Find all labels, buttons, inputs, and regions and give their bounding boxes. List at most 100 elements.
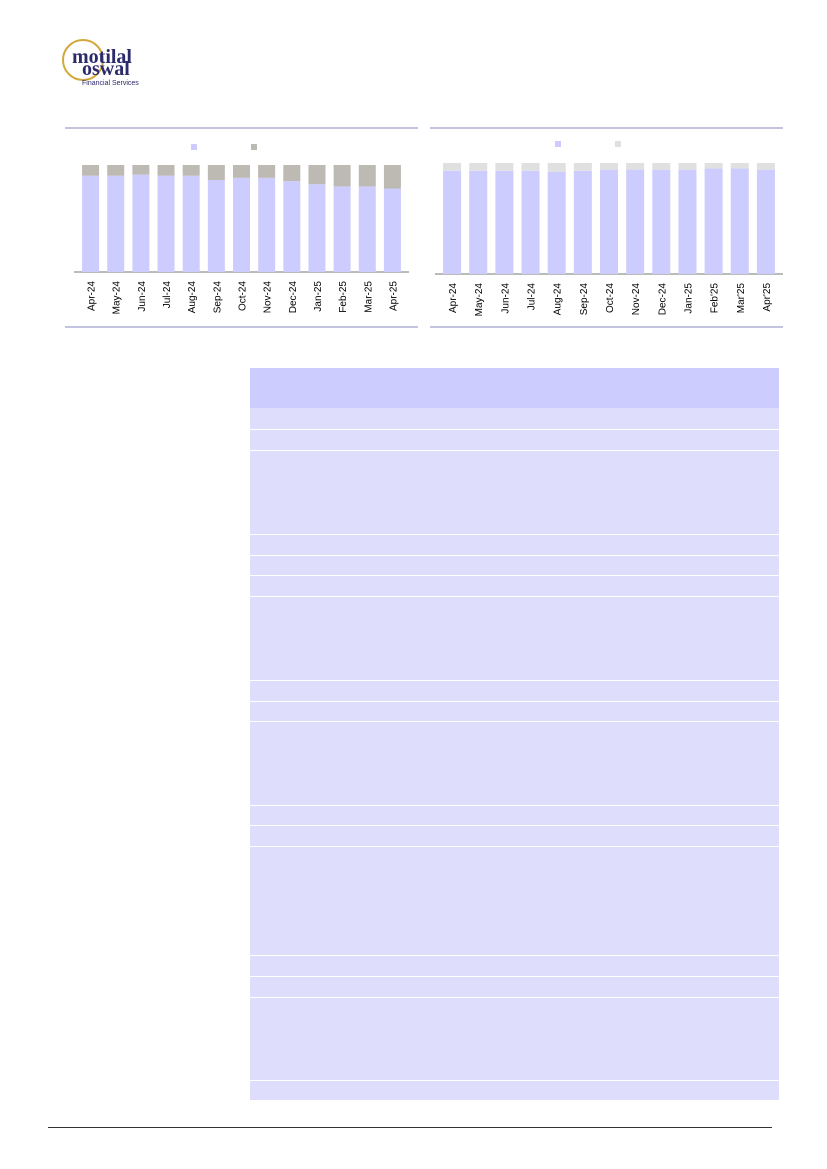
table-header xyxy=(250,368,779,408)
bar-segment xyxy=(573,170,592,274)
x-tick-label: Jul-24 xyxy=(162,281,173,309)
bar-segment xyxy=(600,169,618,274)
table-row xyxy=(250,702,779,722)
x-tick-label: Apr-24 xyxy=(448,283,459,313)
table-row xyxy=(250,408,779,430)
bar-segment xyxy=(469,163,488,171)
table-row xyxy=(250,576,779,597)
x-tick-label: Dec-24 xyxy=(657,283,668,316)
table-row xyxy=(250,977,779,998)
legend-swatch xyxy=(191,144,197,150)
bar-segment xyxy=(547,171,566,274)
bar-segment xyxy=(308,184,326,272)
x-tick-label: Jan-25 xyxy=(313,281,324,312)
bar-segment xyxy=(82,165,100,176)
bar-segment xyxy=(704,163,723,169)
x-tick-label: Sep-24 xyxy=(579,283,590,316)
bar-segment xyxy=(157,165,175,176)
bar-segment xyxy=(358,165,376,187)
x-tick-label: Nov-24 xyxy=(631,283,642,316)
bar-segment xyxy=(730,163,749,169)
bar-segment xyxy=(730,168,749,274)
bar-segment xyxy=(495,170,514,274)
legend-swatch xyxy=(251,144,257,150)
bar-segment xyxy=(678,169,697,274)
x-tick-label: Nov-24 xyxy=(263,281,274,314)
bar-segment xyxy=(283,181,301,272)
bar-segment xyxy=(443,170,462,274)
x-tick-label: May-24 xyxy=(112,281,123,315)
bar-segment xyxy=(182,165,200,176)
legend-swatch xyxy=(555,141,561,147)
bar-segment xyxy=(207,165,225,180)
bar-segment xyxy=(383,165,401,189)
bar-segment xyxy=(626,163,645,170)
bar-segment xyxy=(132,165,150,175)
footer-rule xyxy=(48,1127,772,1128)
bar-segment xyxy=(678,163,697,170)
bar-segment xyxy=(652,163,671,170)
bar-segment xyxy=(383,188,401,272)
bar-segment xyxy=(469,170,488,274)
logo-text: motilal xyxy=(72,46,132,68)
x-tick-label: Mar'25 xyxy=(736,283,747,314)
table-row xyxy=(250,722,779,806)
bar-segment xyxy=(704,168,723,274)
table-row xyxy=(250,826,779,847)
bar-segment xyxy=(756,163,775,170)
x-tick-label: Oct-24 xyxy=(238,281,249,311)
legend-swatch xyxy=(615,141,621,147)
table-row xyxy=(250,847,779,956)
bar-segment xyxy=(107,175,125,272)
bar-segment xyxy=(600,163,618,170)
x-tick-label: Apr'25 xyxy=(762,283,773,312)
bar-segment xyxy=(258,177,276,272)
table-row xyxy=(250,535,779,556)
x-tick-label: Oct-24 xyxy=(605,283,616,313)
table-row xyxy=(250,451,779,535)
bar-segment xyxy=(258,165,276,178)
x-tick-label: Dec-24 xyxy=(288,281,299,314)
bar-segment xyxy=(233,177,250,272)
bar-segment xyxy=(132,174,150,272)
x-tick-label: Feb'25 xyxy=(710,283,721,314)
x-tick-label: Sep-24 xyxy=(212,281,223,314)
table-row xyxy=(250,681,779,702)
x-tick-label: Jun-24 xyxy=(500,283,511,314)
x-tick-label: Apr-24 xyxy=(87,281,98,311)
x-tick-label: Aug-24 xyxy=(187,281,198,314)
bar-segment xyxy=(521,170,540,274)
bar-segment xyxy=(495,163,514,171)
table-row xyxy=(250,956,779,977)
table-row xyxy=(250,998,779,1081)
x-tick-label: Jul-24 xyxy=(527,283,538,311)
bar-segment xyxy=(308,165,326,185)
logo-text: oswal xyxy=(82,58,130,80)
x-tick-label: May-24 xyxy=(474,283,485,317)
bar-segment xyxy=(107,165,125,176)
bar-segment xyxy=(358,186,376,272)
logo-subtext: Financial Services xyxy=(82,80,139,87)
bar-segment xyxy=(626,169,645,274)
x-tick-label: Mar-25 xyxy=(363,281,374,313)
bar-segment xyxy=(521,163,540,171)
charts: motilal oswal Financial Services Apr-24 M… xyxy=(62,39,783,328)
table-row xyxy=(250,1081,779,1101)
bar-segment xyxy=(652,169,671,274)
bar-segment xyxy=(233,165,250,178)
x-tick-label: Feb-25 xyxy=(338,281,349,313)
table-row xyxy=(250,430,779,451)
bar-segment xyxy=(443,163,462,171)
bar-segment xyxy=(547,163,566,172)
bar-segment xyxy=(207,179,225,272)
bar-segment xyxy=(756,169,775,274)
bar-segment xyxy=(82,175,100,272)
x-tick-label: Apr-25 xyxy=(388,281,399,311)
x-tick-label: Jan-25 xyxy=(683,283,694,314)
bar-segment xyxy=(333,186,351,272)
table-row xyxy=(250,806,779,826)
bar-segment xyxy=(333,165,351,187)
bar-segment xyxy=(283,165,301,182)
bar-segment xyxy=(182,175,200,272)
